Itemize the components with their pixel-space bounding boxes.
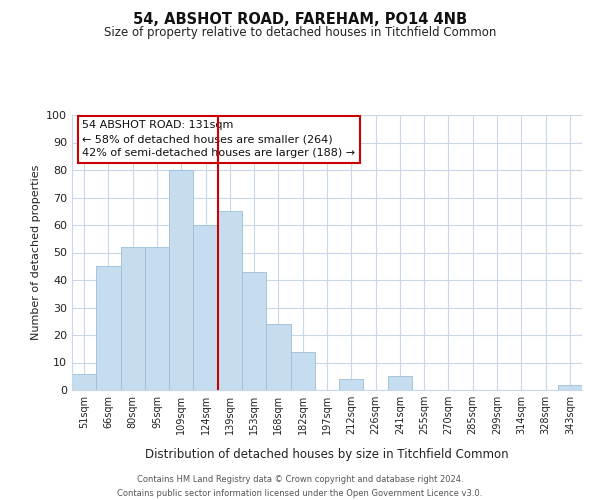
Text: Size of property relative to detached houses in Titchfield Common: Size of property relative to detached ho… xyxy=(104,26,496,39)
Bar xyxy=(72,374,96,390)
Bar xyxy=(145,247,169,390)
Bar xyxy=(339,379,364,390)
Bar xyxy=(96,266,121,390)
Bar xyxy=(290,352,315,390)
Bar xyxy=(193,225,218,390)
Bar xyxy=(558,384,582,390)
X-axis label: Distribution of detached houses by size in Titchfield Common: Distribution of detached houses by size … xyxy=(145,448,509,461)
Text: 54 ABSHOT ROAD: 131sqm
← 58% of detached houses are smaller (264)
42% of semi-de: 54 ABSHOT ROAD: 131sqm ← 58% of detached… xyxy=(82,120,355,158)
Bar xyxy=(169,170,193,390)
Bar xyxy=(242,272,266,390)
Text: 54, ABSHOT ROAD, FAREHAM, PO14 4NB: 54, ABSHOT ROAD, FAREHAM, PO14 4NB xyxy=(133,12,467,28)
Bar xyxy=(121,247,145,390)
Bar xyxy=(266,324,290,390)
Y-axis label: Number of detached properties: Number of detached properties xyxy=(31,165,41,340)
Bar xyxy=(388,376,412,390)
Bar xyxy=(218,211,242,390)
Text: Contains HM Land Registry data © Crown copyright and database right 2024.
Contai: Contains HM Land Registry data © Crown c… xyxy=(118,476,482,498)
